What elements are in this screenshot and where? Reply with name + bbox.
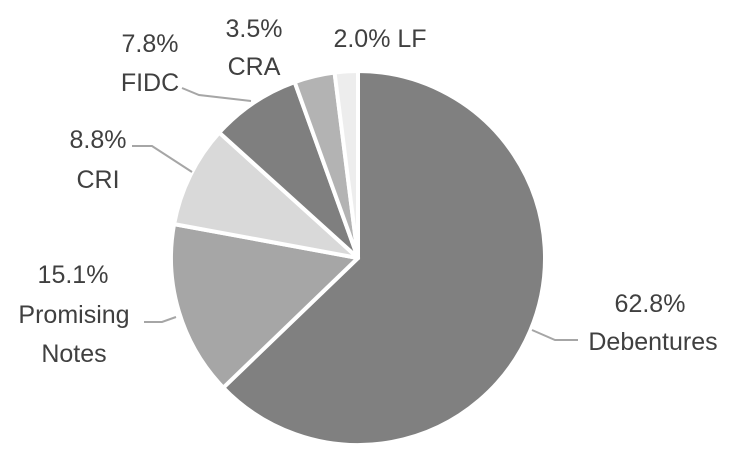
slice-category-label: CRA [228,53,281,81]
svg-text:62.8%: 62.8% [615,290,686,318]
leader-lines [132,87,578,341]
pie-slice-promising-notes [169,222,360,390]
leader-line [181,87,252,102]
slice-category-label: CRI [76,166,119,194]
slice-value-label: 15.1% [38,261,109,289]
svg-text:7.8%: 7.8% [122,30,179,58]
slice-category-label: LF [397,25,426,53]
slice-value-label: 62.8% [615,290,686,318]
slice-labels: 62.8% Debentures 15.1% Promising Notes 8… [18,15,717,368]
slice-value-label: 8.8% [70,126,127,154]
svg-text:CRI: CRI [76,166,119,194]
slice-value-label: 7.8% [122,30,179,58]
leader-line [132,145,193,173]
svg-text:8.8%: 8.8% [70,126,127,154]
slice-value-label: 2.0% [333,25,390,53]
slice-value-label: 3.5% [226,15,283,43]
svg-text:2.0% LF: 2.0% LF [333,25,426,53]
svg-text:Debentures: Debentures [588,328,717,356]
pie-slice-debentures [221,69,547,447]
pie-slice-lf [332,68,360,260]
svg-text:3.5%: 3.5% [226,15,283,43]
pie-slice-cri [172,130,360,260]
slice-category-label: Debentures [588,328,717,356]
pie-slices [169,68,547,447]
svg-text:CRA: CRA [228,53,281,81]
svg-text:Notes: Notes [41,340,106,368]
svg-text:15.1%: 15.1% [38,261,109,289]
svg-text:FIDC: FIDC [121,69,179,97]
leader-line [144,316,177,323]
leader-line [531,329,578,341]
slice-category-label: FIDC [121,69,179,97]
svg-text:Promising: Promising [18,301,129,329]
